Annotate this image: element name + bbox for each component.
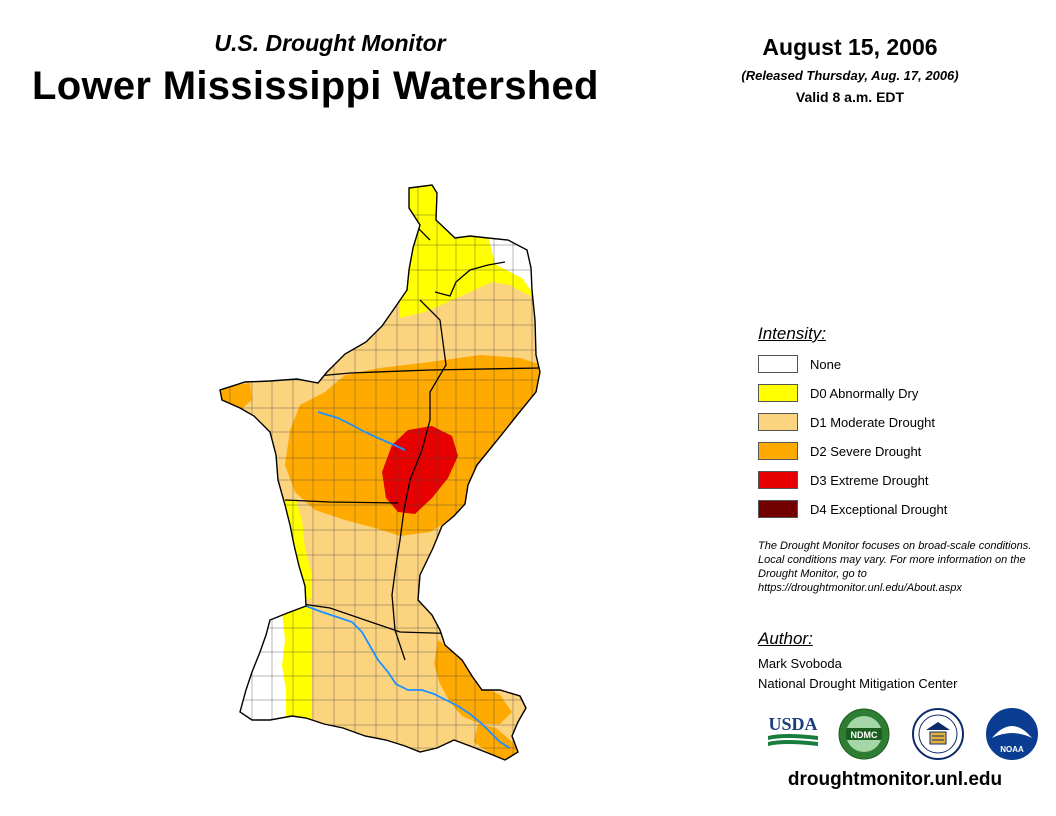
d0-region-west [284, 500, 312, 602]
noaa-logo: NOAA [986, 708, 1038, 760]
legend-label: D3 Extreme Drought [810, 473, 929, 488]
website-url[interactable]: droughtmonitor.unl.edu [787, 769, 1003, 790]
legend-swatch [758, 413, 798, 431]
ndmc-logo: NDMC [838, 708, 890, 760]
map-title: Lower Mississippi Watershed [32, 64, 599, 108]
author-title: Author: [758, 629, 813, 648]
legend-swatch [758, 471, 798, 489]
legend-label: None [810, 357, 842, 372]
commerce-logo [912, 708, 964, 760]
author-organization: National Drought Mitigation Center [758, 676, 958, 691]
author-name: Mark Svoboda [758, 656, 842, 671]
d2-region-delta [474, 724, 522, 760]
map-date: August 15, 2006 [762, 34, 938, 60]
legend-swatch [758, 442, 798, 460]
legend-label: D4 Exceptional Drought [810, 502, 948, 517]
rivers [305, 411, 511, 749]
legend-swatch [758, 355, 798, 373]
legend-label: D1 Moderate Drought [810, 415, 936, 430]
release-date: (Released Thursday, Aug. 17, 2006) [741, 68, 959, 83]
legend-label: D0 Abnormally Dry [810, 386, 919, 401]
legend-swatch [758, 500, 798, 518]
drought-map [219, 184, 541, 761]
none-region-southwest [230, 612, 286, 724]
usda-logo-text: USDA [768, 714, 817, 734]
map-subtitle: U.S. Drought Monitor [214, 30, 446, 56]
usda-logo: USDA [768, 714, 818, 746]
red-atchafalaya-river [305, 605, 511, 749]
legend-swatch [758, 384, 798, 402]
legend-label: D2 Severe Drought [810, 444, 922, 459]
ndmc-logo-text: NDMC [851, 730, 878, 740]
disclaimer-note: The Drought Monitor focuses on broad-sca… [758, 540, 1032, 594]
arkansas-river [317, 411, 406, 451]
legend-title: Intensity: [758, 324, 827, 343]
valid-time: Valid 8 a.m. EDT [795, 89, 905, 105]
noaa-logo-text: NOAA [1000, 745, 1024, 754]
